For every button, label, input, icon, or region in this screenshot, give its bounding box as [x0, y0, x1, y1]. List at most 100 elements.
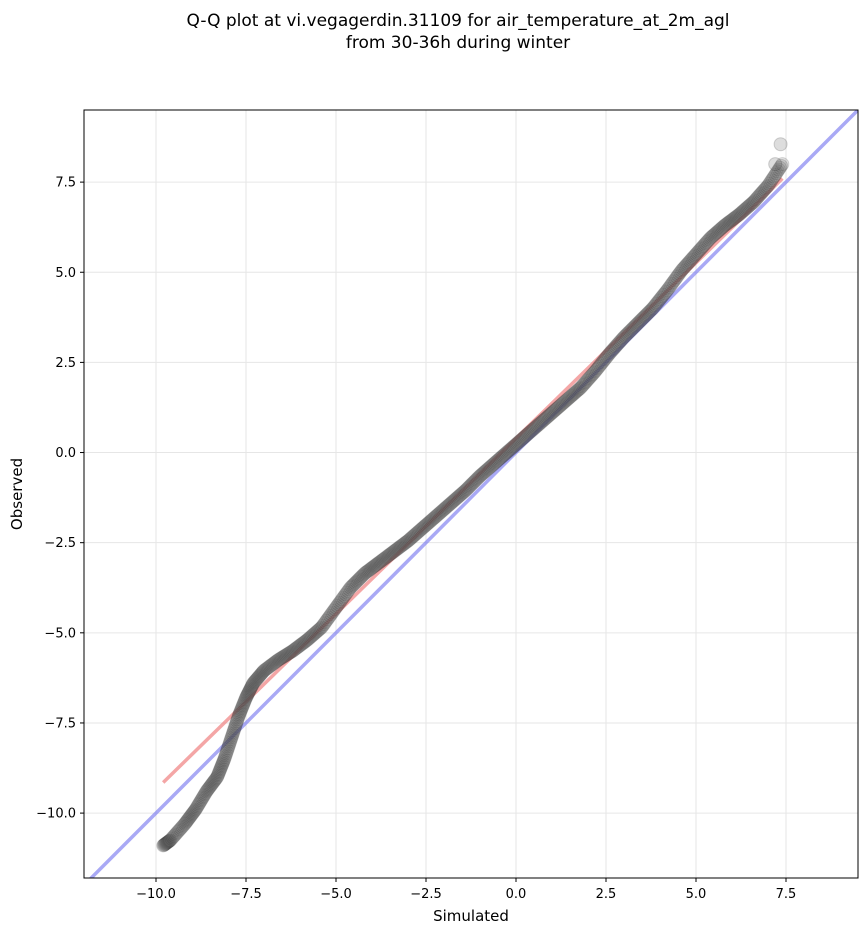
- quantile-point: [661, 281, 676, 296]
- quantile-point: [427, 510, 442, 525]
- quantile-point: [510, 436, 525, 451]
- quantile-point: [261, 660, 276, 674]
- quantile-point: [503, 442, 517, 457]
- quantile-point: [451, 489, 466, 504]
- quantile-point: [769, 166, 784, 180]
- quantile-point: [635, 312, 649, 327]
- quantile-point: [677, 260, 691, 275]
- x-tick-label: −5.0: [320, 887, 352, 902]
- quantile-point: [474, 468, 489, 482]
- quantile-point: [762, 177, 777, 191]
- x-axis-label: Simulated: [433, 907, 509, 925]
- y-tick-label: 7.5: [55, 176, 76, 191]
- quantile-point: [209, 771, 224, 786]
- quantile-point: [552, 399, 567, 414]
- quantile-point: [368, 558, 383, 573]
- quantile-point: [185, 807, 199, 822]
- quantile-point: [324, 607, 339, 622]
- quantile-point: [666, 275, 681, 289]
- quantile-point: [536, 413, 551, 428]
- quantile-point: [535, 414, 550, 429]
- quantile-point: [481, 461, 496, 476]
- quantile-point: [767, 169, 781, 184]
- quantile-point: [184, 808, 199, 823]
- quantile-point: [221, 741, 235, 756]
- quantile-point: [500, 444, 515, 459]
- quantile-point: [763, 175, 778, 190]
- quantile-point: [723, 213, 738, 228]
- quantile-point: [271, 652, 286, 667]
- quantile-point: [251, 670, 266, 684]
- quantile-point: [651, 293, 666, 308]
- quantile-point: [645, 301, 660, 316]
- quantile-point: [749, 192, 763, 207]
- quantile-point: [692, 243, 707, 258]
- chart-title-line-1: Q-Q plot at vi.vegagerdin.31109 for air_…: [186, 11, 729, 31]
- quantile-point: [185, 806, 200, 820]
- quantile-point: [545, 405, 559, 420]
- quantile-point: [224, 730, 239, 745]
- quantile-point: [625, 321, 640, 336]
- quantile-point: [595, 355, 610, 370]
- quantile-point: [419, 518, 433, 532]
- quantile-point: [220, 743, 235, 757]
- quantile-point: [373, 554, 388, 569]
- y-tick-label: −10.0: [36, 807, 76, 822]
- quantile-point: [202, 780, 217, 795]
- quantile-point: [696, 239, 711, 254]
- quantile-point: [439, 500, 454, 515]
- quantile-point: [415, 521, 430, 536]
- quantile-point: [709, 225, 724, 240]
- identity-line: [88, 110, 858, 878]
- quantile-point: [732, 207, 747, 222]
- quantile-point: [256, 664, 271, 679]
- quantile-point: [573, 380, 588, 395]
- quantile-point: [663, 278, 678, 293]
- quantile-point: [594, 356, 609, 371]
- quantile-point: [269, 654, 283, 669]
- quantile-point: [683, 254, 697, 268]
- quantile-point: [489, 454, 504, 469]
- quantile-point: [647, 299, 661, 314]
- quantile-point: [540, 410, 555, 424]
- quantile-point: [245, 678, 259, 693]
- grid-lines: [84, 110, 858, 878]
- quantile-point: [488, 455, 503, 470]
- quantile-point: [746, 195, 761, 209]
- quantile-point: [756, 184, 771, 199]
- quantile-point: [613, 334, 628, 349]
- quantile-point: [306, 627, 321, 642]
- quantile-point: [620, 326, 635, 341]
- quantile-point: [260, 661, 275, 675]
- quantile-point: [563, 390, 577, 404]
- quantile-point: [434, 504, 449, 519]
- quantile-point: [524, 423, 539, 438]
- quantile-point: [344, 579, 359, 594]
- quantile-point: [158, 836, 173, 851]
- quantile-point: [731, 208, 745, 223]
- quantile-point: [338, 587, 353, 602]
- quantile-point: [391, 541, 406, 555]
- quantile-point: [717, 218, 732, 233]
- quantile-point: [655, 289, 670, 304]
- quantile-point: [216, 753, 231, 768]
- quantile-point: [593, 358, 607, 373]
- quantile-point: [739, 201, 754, 216]
- quantile-point: [733, 206, 748, 221]
- quantile-point: [456, 485, 471, 500]
- quantile-point: [581, 372, 595, 387]
- quantile-point: [753, 186, 768, 201]
- quantile-point: [227, 723, 241, 738]
- quantile-point: [218, 748, 233, 763]
- quantile-point: [369, 557, 384, 572]
- quantile-point: [379, 550, 394, 564]
- quantile-point: [182, 811, 197, 825]
- quantile-point: [348, 576, 363, 590]
- quantile-point: [499, 445, 514, 460]
- quantile-point: [327, 602, 342, 617]
- quantile-point: [180, 813, 195, 828]
- quantile-point: [250, 671, 265, 685]
- quantile-point: [603, 345, 618, 359]
- quantile-point: [599, 350, 613, 365]
- quantile-point: [747, 193, 762, 208]
